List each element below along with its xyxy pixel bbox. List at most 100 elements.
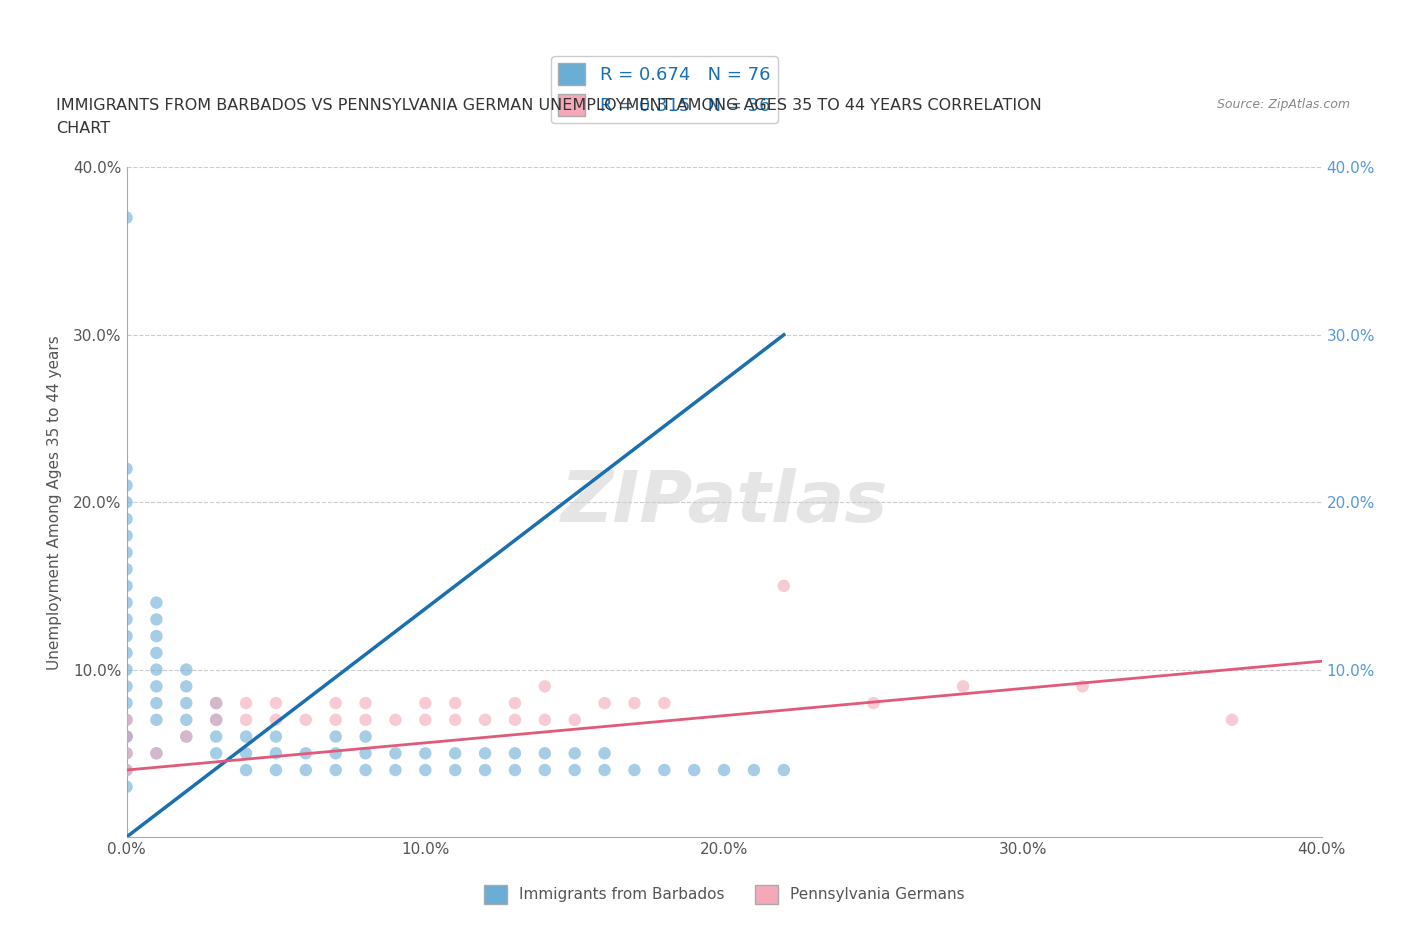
Point: [773, 578, 796, 593]
Point: [564, 712, 586, 727]
Point: [115, 779, 138, 794]
Point: [115, 729, 138, 744]
Point: [115, 679, 138, 694]
Point: [145, 712, 167, 727]
Point: [205, 729, 228, 744]
Point: [294, 712, 316, 727]
Point: [354, 696, 377, 711]
Point: [952, 679, 974, 694]
Point: [145, 662, 167, 677]
Point: [1071, 679, 1094, 694]
Point: [534, 746, 557, 761]
Point: [264, 729, 287, 744]
Point: [534, 679, 557, 694]
Point: [145, 629, 167, 644]
Point: [325, 746, 347, 761]
Point: [115, 512, 138, 526]
Point: [325, 729, 347, 744]
Point: [115, 478, 138, 493]
Y-axis label: Unemployment Among Ages 35 to 44 years: Unemployment Among Ages 35 to 44 years: [46, 335, 62, 670]
Point: [115, 629, 138, 644]
Point: [503, 712, 526, 727]
Point: [1220, 712, 1243, 727]
Point: [384, 763, 406, 777]
Point: [503, 763, 526, 777]
Point: [593, 696, 616, 711]
Point: [145, 595, 167, 610]
Point: [145, 679, 167, 694]
Point: [115, 712, 138, 727]
Point: [264, 746, 287, 761]
Point: [742, 763, 765, 777]
Point: [115, 595, 138, 610]
Text: IMMIGRANTS FROM BARBADOS VS PENNSYLVANIA GERMAN UNEMPLOYMENT AMONG AGES 35 TO 44: IMMIGRANTS FROM BARBADOS VS PENNSYLVANIA…: [56, 98, 1042, 113]
Point: [264, 712, 287, 727]
Point: [145, 746, 167, 761]
Point: [115, 763, 138, 777]
Point: [474, 746, 496, 761]
Point: [145, 696, 167, 711]
Point: [174, 729, 197, 744]
Point: [115, 746, 138, 761]
Point: [145, 612, 167, 627]
Point: [474, 763, 496, 777]
Point: [415, 696, 437, 711]
Point: [384, 712, 406, 727]
Point: [205, 746, 228, 761]
Point: [444, 696, 467, 711]
Point: [115, 662, 138, 677]
Point: [174, 712, 197, 727]
Point: [683, 763, 706, 777]
Point: [174, 662, 197, 677]
Point: [235, 763, 257, 777]
Point: [264, 763, 287, 777]
Point: [503, 696, 526, 711]
Point: [115, 729, 138, 744]
Point: [773, 763, 796, 777]
Point: [115, 210, 138, 225]
Point: [115, 696, 138, 711]
Point: [205, 712, 228, 727]
Point: [115, 545, 138, 560]
Point: [174, 729, 197, 744]
Legend: Immigrants from Barbados, Pennsylvania Germans: Immigrants from Barbados, Pennsylvania G…: [478, 879, 970, 910]
Point: [593, 746, 616, 761]
Point: [534, 712, 557, 727]
Point: [174, 696, 197, 711]
Point: [115, 562, 138, 577]
Text: CHART: CHART: [56, 121, 110, 136]
Point: [354, 763, 377, 777]
Point: [294, 763, 316, 777]
Point: [115, 528, 138, 543]
Point: [205, 712, 228, 727]
Point: [354, 712, 377, 727]
Point: [235, 746, 257, 761]
Point: [503, 746, 526, 761]
Point: [325, 712, 347, 727]
Point: [145, 645, 167, 660]
Point: [325, 763, 347, 777]
Point: [115, 729, 138, 744]
Point: [115, 712, 138, 727]
Point: [652, 763, 675, 777]
Point: [623, 696, 645, 711]
Point: [115, 746, 138, 761]
Text: Source: ZipAtlas.com: Source: ZipAtlas.com: [1216, 98, 1350, 111]
Point: [444, 712, 467, 727]
Point: [115, 763, 138, 777]
Point: [564, 746, 586, 761]
Point: [174, 679, 197, 694]
Point: [115, 495, 138, 510]
Point: [384, 746, 406, 761]
Point: [115, 645, 138, 660]
Point: [235, 696, 257, 711]
Point: [474, 712, 496, 727]
Point: [294, 746, 316, 761]
Point: [205, 696, 228, 711]
Point: [115, 461, 138, 476]
Point: [354, 729, 377, 744]
Point: [235, 712, 257, 727]
Point: [713, 763, 735, 777]
Point: [534, 763, 557, 777]
Point: [354, 746, 377, 761]
